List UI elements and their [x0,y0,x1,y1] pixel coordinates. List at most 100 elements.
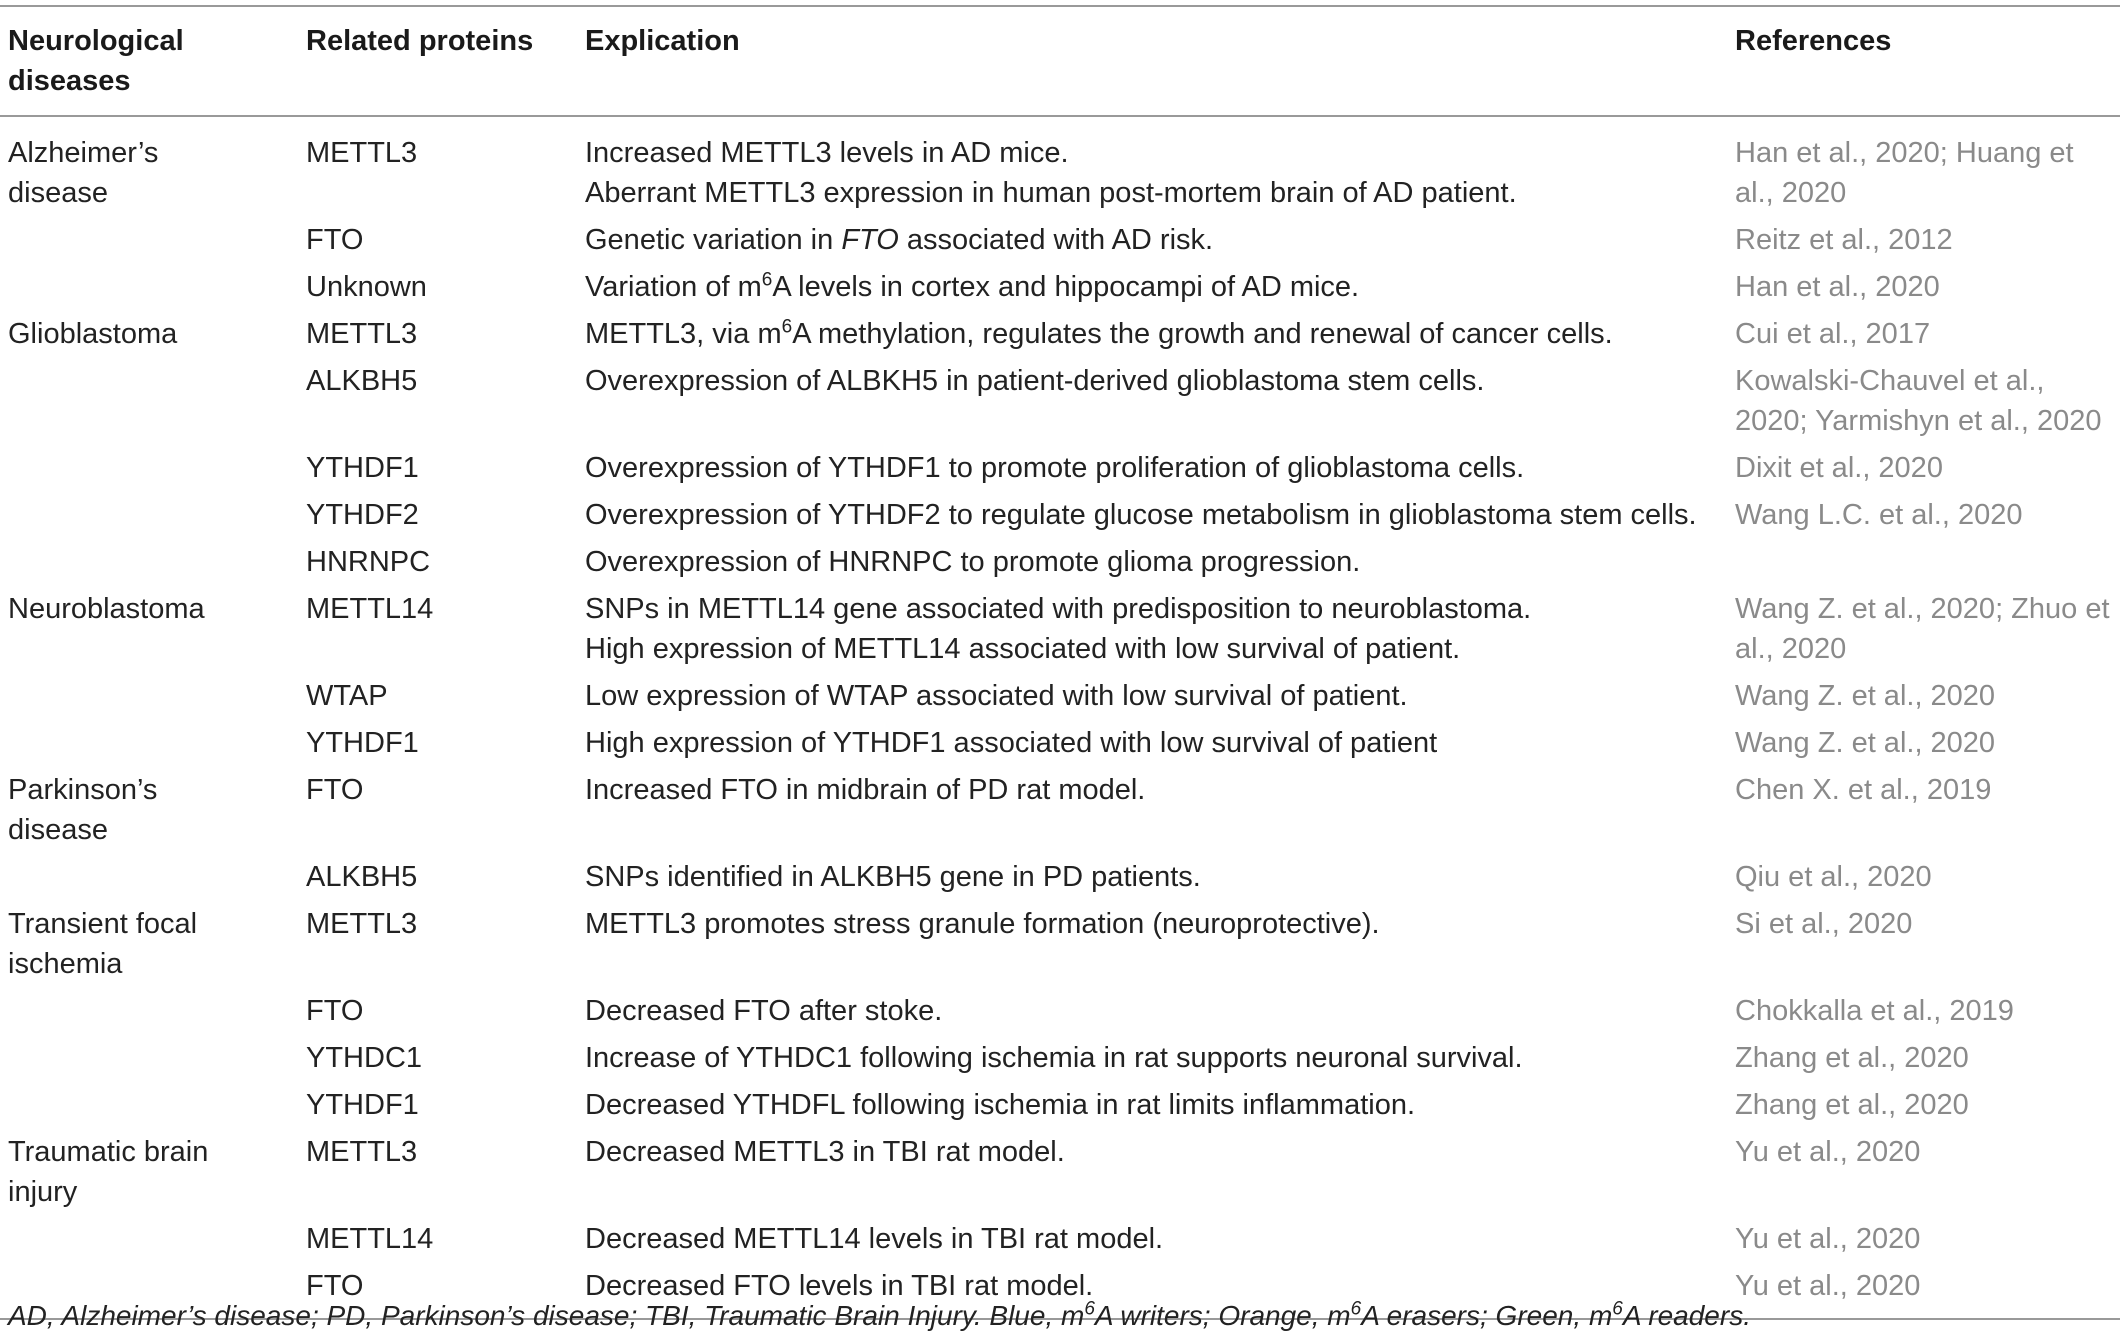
table-row: FTO Decreased FTO after stoke. Chokkalla e… [0,988,2120,1035]
explication-line: Overexpression of YTHDF2 to regulate glu… [585,499,1697,531]
protein-cell: YTHDF1 [306,727,419,759]
header-explication: Explication [585,25,740,57]
neurological-diseases-table: Neurological diseases Related proteins E… [0,5,2120,1320]
disease-cell: Neuroblastoma [8,593,205,625]
protein-cell: Unknown [306,271,427,303]
explication-line: SNPs identified in ALKBH5 gene in PD pat… [585,861,1201,893]
references-cell: Han et al., 2020; Huang et al., 2020 [1735,137,2074,209]
disease-cell [0,1082,298,1129]
table-row: YTHDC1 Increase of YTHDC1 following ische… [0,1035,2120,1082]
explication-line: SNPs in METTL14 gene associated with pre… [585,593,1532,625]
explication-cell: METTL3, via m6A methylation, regulates t… [577,311,1727,358]
explication-line: METTL3, via m6A methylation, regulates t… [585,316,1613,350]
disease-cell [0,492,298,539]
disease-cell [0,988,298,1035]
references-cell: Cui et al., 2017 [1735,318,1931,350]
references-cell: Wang Z. et al., 2020 [1735,727,1996,759]
disease-cell [0,1035,298,1082]
explication-cell: SNPs identified in ALKBH5 gene in PD pat… [577,854,1727,901]
explication-cell: High expression of YTHDF1 associated wit… [577,720,1727,767]
table-footnote: AD, Alzheimer’s disease; PD, Parkinson’s… [8,1298,1751,1331]
disease-cell [0,358,298,445]
explication-cell: Increased METTL3 levels in AD mice. Aberr… [577,116,1727,217]
disease-cell: Glioblastoma [8,318,178,350]
protein-cell: METTL14 [306,593,434,625]
table-row: YTHDF1 Decreased YTHDFL following ischemi… [0,1082,2120,1129]
references-cell: Reitz et al., 2012 [1735,224,1953,256]
references-cell: Han et al., 2020 [1735,271,1940,303]
disease-cell [0,445,298,492]
explication-cell: Low expression of WTAP associated with l… [577,673,1727,720]
references-cell: Qiu et al., 2020 [1735,861,1932,893]
explication-cell: Overexpression of YTHDF2 to regulate glu… [577,492,1727,539]
table-row: WTAP Low expression of WTAP associated wi… [0,673,2120,720]
table-row: Alzheimer’s disease METTL3 Increased METTL… [0,116,2120,217]
explication-line: METTL3 promotes stress granule formation… [585,908,1380,940]
protein-cell: METTL3 [306,908,418,940]
disease-cell [0,539,298,586]
explication-line: Genetic variation in FTO associated with… [585,224,1214,256]
references-cell: Wang Z. et al., 2020; Zhuo et al., 2020 [1735,593,2110,665]
disease-cell [0,264,298,311]
explication-cell: Variation of m6A levels in cortex and hi… [577,264,1727,311]
explication-cell: Genetic variation in FTO associated with… [577,217,1727,264]
protein-cell: FTO [306,995,364,1027]
disease-cell: Parkinson’s disease [8,774,158,846]
references-cell [1727,539,2120,586]
protein-cell: YTHDF2 [306,499,419,531]
explication-line: Overexpression of ALBKH5 in patient-deri… [585,365,1485,397]
header-row: Neurological diseases Related proteins E… [0,6,2120,116]
header-neurological-diseases: Neurological diseases [8,25,184,97]
table-body: Alzheimer’s disease METTL3 Increased METTL… [0,116,2120,1319]
disease-cell: Alzheimer’s disease [8,137,159,209]
table-header: Neurological diseases Related proteins E… [0,6,2120,116]
table-row: HNRNPC Overexpression of HNRNPC to promot… [0,539,2120,586]
explication-line: Decreased FTO after stoke. [585,995,943,1027]
references-cell: Kowalski-Chauvel et al., 2020; Yarmishyn… [1735,365,2102,437]
protein-table-container: Neurological diseases Related proteins E… [0,5,2120,1320]
table-row: YTHDF1 High expression of YTHDF1 associat… [0,720,2120,767]
explication-cell: Increase of YTHDC1 following ischemia in… [577,1035,1727,1082]
table-row: Traumatic brain injury METTL3 Decreased ME… [0,1129,2120,1216]
explication-line: Aberrant METTL3 expression in human post… [585,177,1517,209]
table-row: METTL14 Decreased METTL14 levels in TBI r… [0,1216,2120,1263]
table-row: Unknown Variation of m6A levels in cortex… [0,264,2120,311]
explication-cell: Overexpression of HNRNPC to promote glio… [577,539,1727,586]
explication-cell: Decreased FTO after stoke. [577,988,1727,1035]
table-row: Parkinson’s disease FTO Increased FTO in m… [0,767,2120,854]
explication-line: High expression of YTHDF1 associated wit… [585,727,1438,759]
header-related-proteins: Related proteins [306,25,534,57]
explication-cell: Overexpression of ALBKH5 in patient-deri… [577,358,1727,445]
disease-cell: Traumatic brain injury [8,1136,209,1208]
table-row: ALKBH5 Overexpression of ALBKH5 in patien… [0,358,2120,445]
disease-cell [0,673,298,720]
table-row: ALKBH5 SNPs identified in ALKBH5 gene in … [0,854,2120,901]
references-cell: Chen X. et al., 2019 [1735,774,1992,806]
protein-cell: FTO [306,1270,364,1302]
explication-line: Increase of YTHDC1 following ischemia in… [585,1042,1523,1074]
explication-line: Decreased YTHDFL following ischemia in r… [585,1089,1416,1121]
explication-line: Increased METTL3 levels in AD mice. [585,137,1069,169]
table-row: Transient focal ischemia METTL3 METTL3 pro… [0,901,2120,988]
table-row: FTO Decreased FTO levels in TBI rat model… [0,1263,2120,1319]
disease-cell [0,854,298,901]
explication-cell: Decreased METTL3 in TBI rat model. [577,1129,1727,1216]
explication-line: Overexpression of HNRNPC to promote glio… [585,546,1361,578]
disease-cell [0,1216,298,1263]
protein-cell: YTHDF1 [306,1089,419,1121]
explication-line: Variation of m6A levels in cortex and hi… [585,269,1360,303]
table-row: YTHDF2 Overexpression of YTHDF2 to regula… [0,492,2120,539]
protein-cell: METTL3 [306,318,418,350]
protein-cell: YTHDF1 [306,452,419,484]
references-cell: Wang L.C. et al., 2020 [1735,499,2023,531]
table-row: Neuroblastoma METTL14 SNPs in METTL14 gene… [0,586,2120,673]
table-row: YTHDF1 Overexpression of YTHDF1 to promot… [0,445,2120,492]
disease-cell [0,720,298,767]
protein-cell: YTHDC1 [306,1042,423,1074]
explication-cell: Overexpression of YTHDF1 to promote prol… [577,445,1727,492]
explication-cell: Decreased YTHDFL following ischemia in r… [577,1082,1727,1129]
explication-line: Decreased FTO levels in TBI rat model. [585,1270,1094,1302]
explication-cell: Decreased FTO levels in TBI rat model. [577,1263,1727,1319]
explication-line: Overexpression of YTHDF1 to promote prol… [585,452,1525,484]
protein-cell: METTL3 [306,137,418,169]
